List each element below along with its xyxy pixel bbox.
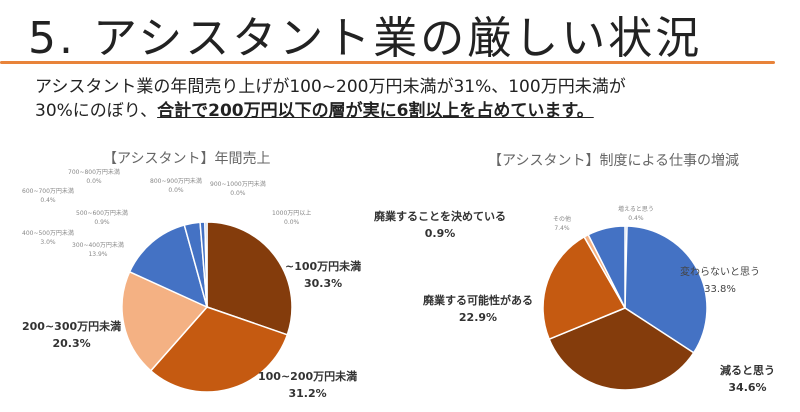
slide-title: 5. アシスタント業の厳しい状況 (28, 13, 703, 64)
title-underline (0, 61, 775, 64)
chart2-title: 【アシスタント】制度による仕事の増減 (488, 153, 740, 169)
c2-label-1: 変わらないと思う 33.8% (680, 267, 760, 295)
c2-label-5: その他 7.4% (553, 216, 572, 232)
c1-label-3: 300~400万円未満 13.9% (72, 242, 124, 258)
c2-label-2: 減ると思う 34.6% (720, 364, 775, 394)
lead-text: アシスタント業の年間売り上げが100~200万円未満が31%、100万円未満が … (35, 75, 795, 123)
c2-label-4: 廃業することを決めている 0.9% (374, 210, 506, 240)
lead-line-2: 30%にのぼり、 (35, 101, 158, 121)
c2-label-0: 増えると思う 0.4% (618, 206, 654, 222)
chart1-slice-0 (206, 221, 293, 336)
c1-label-1: 100~200万円未満 31.2% (258, 370, 358, 400)
lead-line-1: アシスタント業の年間売り上げが100~200万円未満が31%、100万円未満が (35, 77, 626, 97)
chart1-slice-1 (149, 306, 289, 393)
chart2-slice-2 (548, 307, 695, 391)
c1-label-7: 700~800万円未満 0.0% (68, 169, 120, 185)
c1-label-0: ~100万円未満 30.3% (285, 260, 362, 290)
lead-emphasis: 合計で200万円以下の層が実に6割以上を占めています。 (157, 101, 594, 121)
c1-label-5: 500~600万円未満 0.9% (76, 210, 128, 226)
chart1-slice-6 (204, 221, 208, 308)
c1-label-8: 800~900万円未満 0.0% (150, 178, 202, 194)
c1-label-9: 900~1000万円未満 0.0% (210, 181, 266, 197)
c1-label-4: 400~500万円未満 3.0% (22, 230, 74, 246)
chart1-slice-3 (128, 224, 209, 309)
chart1-title: 【アシスタント】年間売上 (103, 151, 271, 167)
c1-label-10: 1000万円以上 0.0% (272, 210, 312, 226)
c1-label-2: 200~300万円未満 20.3% (22, 320, 122, 350)
chart1-slice-2 (121, 270, 209, 372)
chart2-slice-5 (587, 225, 626, 309)
c2-label-3: 廃業する可能性がある 22.9% (423, 294, 533, 324)
c1-label-6: 600~700万円未満 0.4% (22, 188, 74, 204)
chart2-slice-3 (542, 235, 627, 341)
